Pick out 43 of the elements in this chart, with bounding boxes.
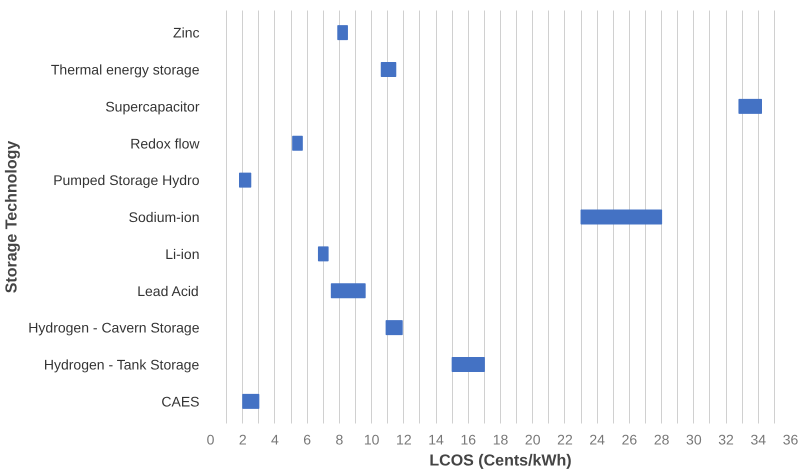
x-tick-label: 16 bbox=[460, 432, 476, 448]
x-tick-label: 32 bbox=[718, 432, 734, 448]
x-tick-label: 24 bbox=[589, 432, 606, 448]
y-tick-label: Redox flow bbox=[130, 135, 200, 152]
y-tick-label: Lead Acid bbox=[137, 282, 199, 299]
y-tick-label: Zinc bbox=[173, 24, 200, 41]
x-tick-label: 28 bbox=[654, 432, 670, 448]
bar bbox=[380, 62, 396, 78]
bar bbox=[239, 172, 252, 188]
y-tick-label: CAES bbox=[161, 393, 200, 410]
y-tick-label: Hydrogen - Tank Storage bbox=[44, 356, 200, 372]
x-tick-label: 20 bbox=[524, 432, 541, 448]
x-tick-label: 8 bbox=[335, 432, 344, 448]
bar bbox=[292, 136, 303, 151]
x-tick-label: 14 bbox=[428, 432, 444, 448]
x-tick-label: 0 bbox=[206, 432, 215, 448]
y-tick-label: Thermal energy storage bbox=[50, 62, 200, 78]
y-tick-label: Pumped Storage Hydro bbox=[53, 172, 200, 188]
bar bbox=[242, 394, 260, 409]
x-tick-label: 6 bbox=[303, 432, 312, 448]
x-axis-title: LCOS (Cents/kWh) bbox=[429, 452, 572, 470]
x-tick-label: 22 bbox=[557, 432, 573, 448]
x-tick-label: 4 bbox=[271, 432, 280, 448]
x-tick-label: 10 bbox=[364, 432, 380, 448]
y-axis-title: Storage Technology bbox=[3, 140, 20, 294]
y-tick-label: Hydrogen - Cavern Storage bbox=[28, 320, 200, 336]
x-tick-label: 36 bbox=[782, 432, 798, 448]
y-tick-label: Supercapacitor bbox=[105, 98, 200, 114]
y-tick-label: Li-ion bbox=[165, 246, 200, 262]
bar bbox=[386, 320, 403, 336]
bar bbox=[318, 246, 329, 262]
x-tick-label: 2 bbox=[238, 432, 247, 448]
bar bbox=[452, 356, 485, 372]
x-tick-label: 34 bbox=[750, 432, 766, 448]
x-tick-label: 30 bbox=[686, 432, 702, 448]
bar bbox=[330, 283, 366, 298]
bar bbox=[337, 25, 348, 40]
x-tick-label: 12 bbox=[396, 432, 412, 448]
y-tick-label: Sodium-ion bbox=[128, 209, 200, 225]
bar bbox=[580, 209, 662, 225]
x-tick-label: 18 bbox=[492, 432, 508, 448]
bar bbox=[738, 98, 762, 114]
x-tick-label: 26 bbox=[622, 432, 638, 448]
